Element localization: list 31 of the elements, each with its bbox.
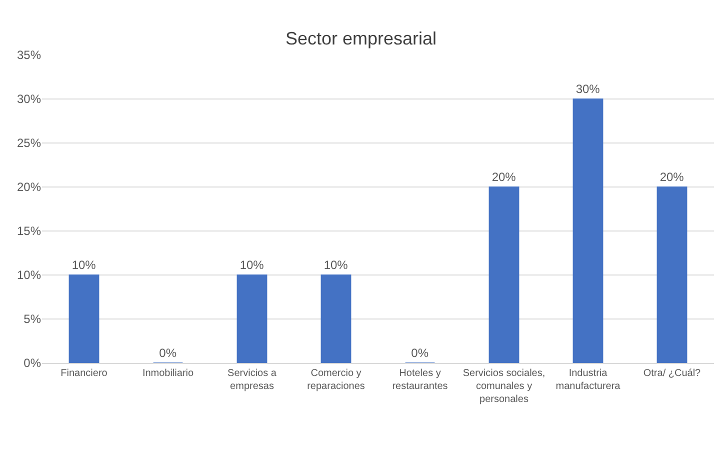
- data-label: 10%: [72, 258, 96, 272]
- data-label: 10%: [240, 258, 264, 272]
- data-label: 20%: [660, 170, 684, 184]
- y-tick-label: 5%: [24, 312, 42, 326]
- data-label: 10%: [324, 258, 348, 272]
- bar: [236, 274, 268, 363]
- data-label: 0%: [411, 346, 429, 360]
- data-label: 30%: [576, 82, 600, 96]
- bar: [320, 274, 352, 363]
- x-tick-label: Comercio y reparaciones: [307, 368, 365, 392]
- y-tick-label: 35%: [16, 48, 42, 62]
- x-tick-label: Financiero: [60, 368, 108, 379]
- bar: [488, 186, 520, 363]
- x-tick-label: Servicios a empresas: [228, 368, 277, 392]
- x-tick-label: Industria manufacturera: [556, 368, 621, 392]
- bar: [656, 186, 688, 363]
- bar: [68, 274, 100, 363]
- x-tick-label: Inmobiliario: [142, 368, 194, 379]
- chart-title: Sector empresarial: [285, 28, 437, 49]
- y-tick-label: 15%: [16, 224, 42, 238]
- y-tick-label: 25%: [16, 136, 42, 150]
- y-tick-label: 20%: [16, 180, 42, 194]
- x-tick-label: Servicios sociales, comunales y personales: [462, 368, 546, 405]
- bar: [572, 98, 604, 363]
- y-tick-label: 10%: [16, 268, 42, 282]
- y-tick-label: 30%: [16, 92, 42, 106]
- y-tick-label: 0%: [24, 356, 42, 370]
- data-label: 0%: [159, 346, 177, 360]
- x-tick-label: Otra/ ¿Cuál?: [643, 368, 702, 379]
- x-tick-label: Hoteles y restaurantes: [392, 368, 448, 392]
- data-label: 20%: [492, 170, 516, 184]
